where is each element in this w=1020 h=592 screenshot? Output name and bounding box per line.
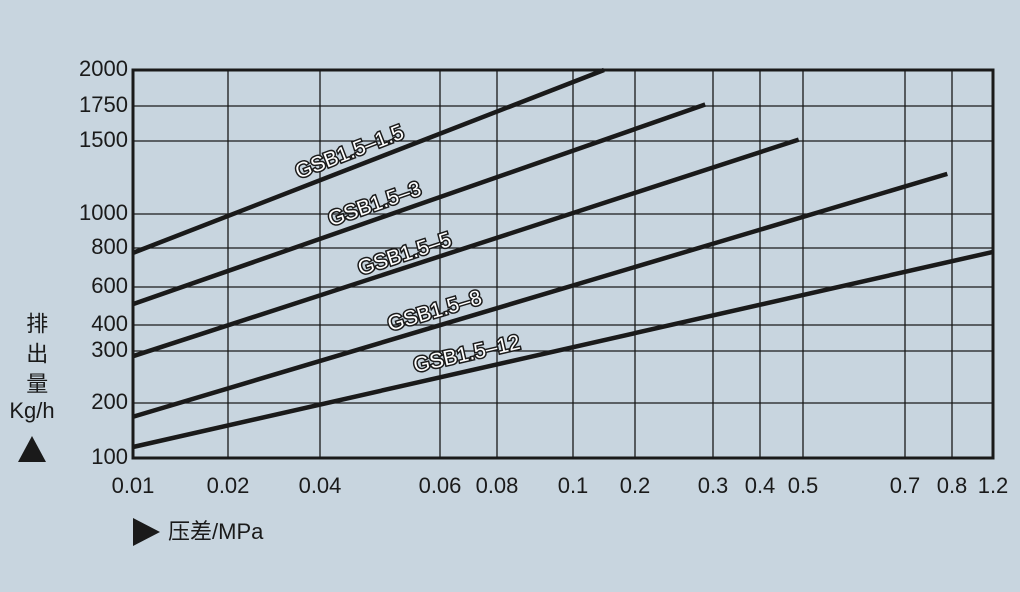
x-tick-label: 0.3 (698, 473, 729, 498)
y-tick-label: 1500 (79, 127, 128, 152)
series-line (132, 249, 994, 450)
y-tick-label: 400 (91, 311, 128, 336)
x-tick-label: 0.01 (112, 473, 155, 498)
x-tick-label: 0.5 (788, 473, 819, 498)
x-tick-label: 0.08 (476, 473, 519, 498)
y-tick-label: 600 (91, 273, 128, 298)
x-tick-label: 0.7 (890, 473, 921, 498)
x-tick-label: 0.04 (299, 473, 342, 498)
series-line (132, 102, 706, 307)
y-tick-label: 100 (91, 444, 128, 469)
y-tick-label: 800 (91, 234, 128, 259)
y-axis-unit: Kg/h (9, 398, 54, 423)
x-tick-label: 0.1 (558, 473, 589, 498)
y-tick-label: 1000 (79, 200, 128, 225)
y-tick-label: 1750 (79, 92, 128, 117)
series-line (132, 171, 948, 419)
x-tick-label: 0.06 (419, 473, 462, 498)
x-arrow (133, 518, 160, 546)
series-line (132, 137, 800, 359)
plot-frame (131, 68, 995, 460)
x-tick-label: 0.02 (207, 473, 250, 498)
x-tick-label: 1.2 (978, 473, 1009, 498)
x-tick-label: 0.8 (937, 473, 968, 498)
y-tick-label: 200 (91, 389, 128, 414)
x-axis-label: 压差/MPa (168, 519, 264, 544)
x-tick-label: 0.4 (745, 473, 776, 498)
series-line (132, 67, 605, 255)
y-tick-label: 2000 (79, 56, 128, 81)
y-tick-label: 300 (91, 337, 128, 362)
series-label: GSB1.5–3 (325, 177, 424, 231)
y-arrow (18, 436, 46, 462)
y-axis-label: 排出量 (23, 312, 48, 402)
x-tick-label: 0.2 (620, 473, 651, 498)
